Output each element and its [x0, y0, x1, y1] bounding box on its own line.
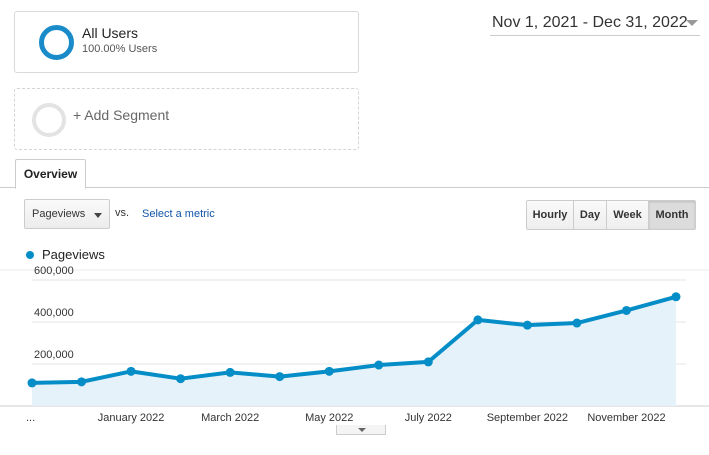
data-point: [27, 378, 37, 388]
segment-all-users[interactable]: All Users 100.00% Users: [14, 11, 359, 73]
segment-subtitle: 100.00% Users: [82, 43, 158, 55]
vs-label: vs.: [115, 207, 130, 219]
tab-overview[interactable]: Overview: [15, 159, 86, 189]
month-button[interactable]: Month: [649, 201, 695, 229]
data-point: [473, 315, 483, 325]
segment-title: All Users: [82, 25, 139, 41]
x-tick-label: May 2022: [305, 412, 353, 424]
metric-select[interactable]: Pageviews: [24, 199, 110, 229]
segment-circle-icon: [39, 25, 74, 60]
chart-expand-handle[interactable]: [336, 425, 386, 435]
x-tick-label: September 2022: [487, 412, 568, 424]
chevron-down-icon: [686, 20, 698, 26]
series-area: [32, 296, 676, 406]
pageviews-chart: 600,000 400,000 200,000... January 2022 Marc…: [0, 265, 709, 424]
select-metric-link[interactable]: Select a metric: [142, 208, 215, 220]
data-point: [126, 366, 136, 376]
series-line: [31, 294, 677, 385]
y-tick-label: 400,000: [34, 307, 74, 319]
x-tick-label: ...: [26, 412, 35, 424]
data-point: [572, 318, 582, 328]
data-point: [374, 360, 384, 370]
date-range-label: Nov 1, 2021 - Dec 31, 2022: [492, 14, 688, 31]
data-point: [176, 374, 186, 384]
day-button[interactable]: Day: [574, 201, 607, 229]
y-tick-label: 200,000: [34, 349, 74, 361]
week-button[interactable]: Week: [607, 201, 649, 229]
add-segment-label: + Add Segment: [73, 107, 170, 123]
legend-label: Pageviews: [42, 247, 105, 262]
data-point: [225, 367, 235, 377]
empty-segment-circle-icon: [32, 103, 66, 137]
add-segment-button[interactable]: + Add Segment: [14, 88, 359, 150]
x-tick-label: November 2022: [587, 412, 665, 424]
data-point: [621, 305, 631, 315]
metric-select-value: Pageviews: [32, 208, 86, 220]
granularity-button-group: Hourly Day Week Month: [526, 200, 696, 230]
data-point: [324, 366, 334, 376]
data-point: [671, 292, 681, 302]
chevron-down-icon: [358, 428, 366, 432]
date-range-picker[interactable]: Nov 1, 2021 - Dec 31, 2022: [490, 11, 700, 36]
tab-strip-divider: [0, 187, 709, 188]
data-point: [423, 357, 433, 367]
x-tick-label: March 2022: [201, 412, 259, 424]
chevron-down-icon: [94, 213, 102, 218]
legend-dot-icon: [26, 251, 34, 259]
x-tick-label: July 2022: [405, 412, 452, 424]
data-point: [275, 372, 285, 382]
hourly-button[interactable]: Hourly: [527, 201, 574, 229]
y-tick-label: 600,000: [34, 265, 74, 277]
x-tick-label: January 2022: [98, 412, 165, 424]
data-point: [77, 377, 87, 387]
data-point: [522, 320, 532, 330]
